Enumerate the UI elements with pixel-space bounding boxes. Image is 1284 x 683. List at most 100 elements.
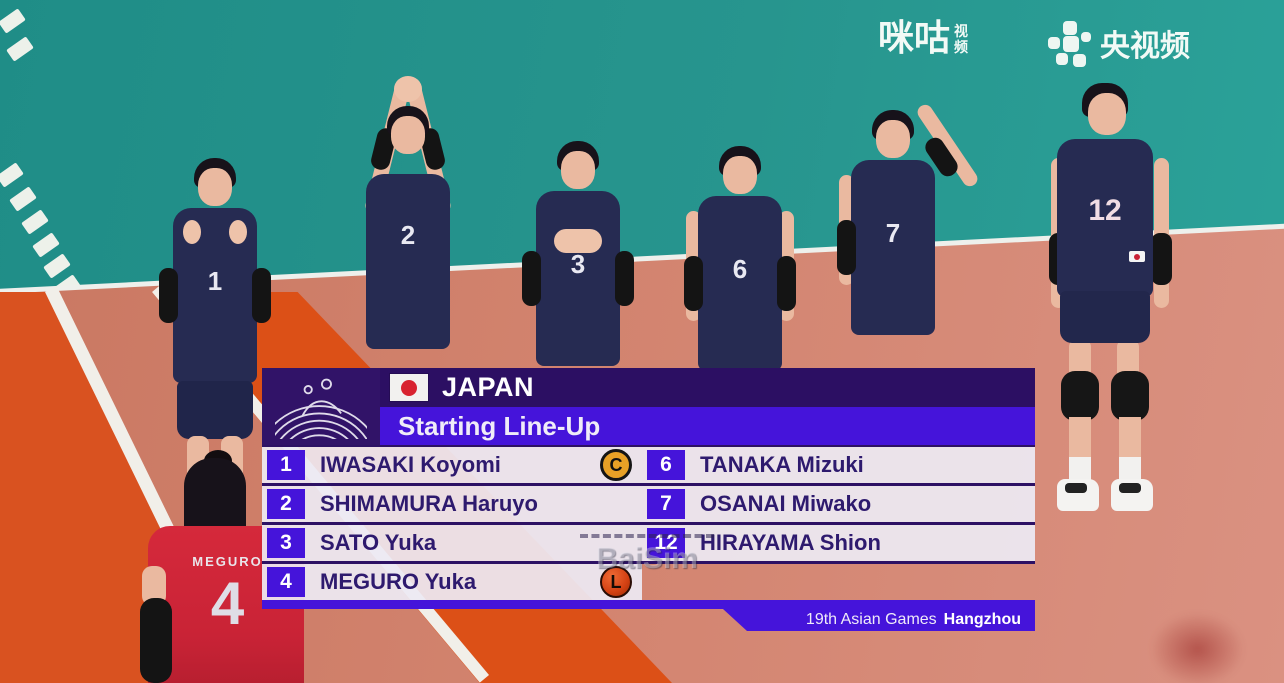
player-hands bbox=[554, 229, 602, 253]
player-face bbox=[391, 116, 425, 154]
lineup-title-bar: Starting Line-Up bbox=[380, 407, 1035, 445]
court-wall-marking bbox=[21, 209, 49, 235]
player-name: TANAKA Mizuki bbox=[700, 452, 864, 477]
player-sock bbox=[1069, 457, 1091, 485]
player-jersey: 12 bbox=[1057, 139, 1153, 297]
arm-sleeve bbox=[140, 598, 172, 683]
jersey-number: 4 bbox=[210, 570, 245, 637]
arm-sleeve bbox=[615, 251, 634, 306]
team-name: JAPAN bbox=[442, 372, 535, 402]
lineup-header: JAPAN Starting Line-Up bbox=[262, 368, 1035, 445]
court-wall-marking bbox=[9, 186, 37, 212]
lineup-cell: 7 OSANAI Miwako bbox=[642, 486, 1035, 522]
player-shoe bbox=[1057, 479, 1099, 511]
lineup-header-bars: JAPAN Starting Line-Up bbox=[380, 368, 1035, 445]
player-jersey: 7 bbox=[851, 160, 935, 335]
player-number-badge: 1 bbox=[267, 450, 305, 480]
event-name: 19th Asian Games bbox=[805, 611, 937, 628]
player-face bbox=[561, 151, 595, 189]
migu-logo-subtext: 视 频 bbox=[954, 23, 968, 55]
player-name: OSANAI Miwako bbox=[700, 491, 872, 516]
team-bar: JAPAN bbox=[380, 368, 1035, 407]
court-wall-marking bbox=[0, 8, 26, 34]
lineup-row: 3 SATO Yuka 12 HIRAYAMA Shion bbox=[262, 525, 1035, 564]
yangshipin-pixel-icon bbox=[1046, 20, 1092, 67]
player-shoe bbox=[1111, 479, 1153, 511]
japan-flag-icon bbox=[390, 374, 428, 401]
player-hands bbox=[394, 76, 422, 102]
migu-sub-bottom: 频 bbox=[954, 39, 969, 56]
lineup-cell: 1 IWASAKI Koyomi C bbox=[262, 447, 642, 483]
court-wall-marking bbox=[32, 232, 60, 258]
arm-sleeve bbox=[684, 256, 703, 311]
player-jersey: 3 bbox=[536, 191, 620, 366]
player-number-badge: 6 bbox=[647, 450, 685, 480]
footer-event-tab: 19th Asian Games Hangzhou bbox=[723, 609, 1035, 631]
arm-sleeve bbox=[777, 256, 796, 311]
player-name: SHIMAMURA Haruyo bbox=[320, 491, 538, 516]
migu-logo-text: 咪咕 bbox=[878, 17, 951, 58]
player-name: MEGURO Yuka bbox=[320, 569, 477, 594]
player-name: HIRAYAMA Shion bbox=[700, 530, 881, 555]
jersey-number: 1 bbox=[207, 266, 223, 296]
arm-sleeve bbox=[837, 220, 856, 275]
lineup-row: 2 SHIMAMURA Haruyo 7 OSANAI Miwako bbox=[262, 486, 1035, 525]
yangshipin-logo: 央视频 bbox=[1046, 20, 1190, 67]
player-number-badge: 7 bbox=[647, 489, 685, 519]
jersey-number: 2 bbox=[400, 220, 416, 250]
court-shadow bbox=[1150, 612, 1245, 683]
lineup-row: 4 MEGURO Yuka L bbox=[262, 564, 1035, 600]
host-city: Hangzhou bbox=[943, 611, 1021, 628]
footer-strip bbox=[262, 600, 1035, 609]
jersey-number: 6 bbox=[732, 254, 748, 284]
player-number-badge: 2 bbox=[267, 489, 305, 519]
player-face bbox=[1088, 93, 1126, 135]
asian-games-emblem-icon bbox=[262, 368, 380, 445]
lineup-cell: 2 SHIMAMURA Haruyo bbox=[262, 486, 642, 522]
player-leg bbox=[1069, 417, 1091, 461]
court-wall-marking bbox=[0, 162, 24, 188]
player-hands bbox=[183, 220, 247, 246]
migu-sub-top: 视 bbox=[954, 23, 969, 39]
court-wall-marking bbox=[43, 253, 71, 279]
jersey-number: 12 bbox=[1088, 194, 1122, 227]
lineup-cell: 12 HIRAYAMA Shion bbox=[642, 525, 1035, 561]
lineup-cell: 3 SATO Yuka bbox=[262, 525, 642, 561]
lineup-row: 1 IWASAKI Koyomi C 6 TANAKA Mizuki bbox=[262, 447, 1035, 486]
arm-sleeve bbox=[522, 251, 541, 306]
jersey-number: 3 bbox=[570, 249, 586, 279]
lineup-title: Starting Line-Up bbox=[398, 410, 601, 441]
knee-pad bbox=[1061, 371, 1099, 421]
player-number-badge: 3 bbox=[267, 528, 305, 558]
arm-sleeve bbox=[159, 268, 178, 323]
court-wall-marking bbox=[6, 36, 34, 62]
starting-lineup-overlay: JAPAN Starting Line-Up 1 IWASAKI Koyomi … bbox=[262, 368, 1035, 631]
knee-pad bbox=[1111, 371, 1149, 421]
player-jersey: 2 bbox=[366, 174, 450, 349]
player-jersey: 6 bbox=[698, 196, 782, 371]
arm-sleeve bbox=[252, 268, 271, 323]
japan-flag-patch bbox=[1129, 251, 1145, 262]
player-sock bbox=[1119, 457, 1141, 485]
jersey-number: 7 bbox=[885, 218, 901, 248]
player-name: IWASAKI Koyomi bbox=[320, 452, 501, 477]
player-shorts bbox=[177, 381, 253, 439]
stream-watermark: BaiSim bbox=[580, 534, 714, 580]
lineup-rows: 1 IWASAKI Koyomi C 6 TANAKA Mizuki 2 SHI… bbox=[262, 445, 1035, 600]
player-number-badge: 4 bbox=[267, 567, 305, 597]
player-face bbox=[876, 120, 910, 158]
player-face bbox=[198, 168, 232, 206]
jersey-name: MEGURO bbox=[192, 554, 263, 569]
player-leg bbox=[1119, 417, 1141, 461]
migu-video-logo: 咪咕 视 频 bbox=[878, 20, 968, 56]
arm-sleeve bbox=[1151, 233, 1172, 285]
captain-badge: C bbox=[600, 449, 632, 481]
player-face bbox=[723, 156, 757, 194]
lineup-cell: 4 MEGURO Yuka L bbox=[262, 564, 642, 600]
player-name: SATO Yuka bbox=[320, 530, 437, 555]
yangshipin-logo-text: 央视频 bbox=[1100, 30, 1190, 63]
player-shorts bbox=[1060, 291, 1150, 343]
libero-badge: L bbox=[600, 566, 632, 598]
lineup-cell: 6 TANAKA Mizuki bbox=[642, 447, 1035, 483]
